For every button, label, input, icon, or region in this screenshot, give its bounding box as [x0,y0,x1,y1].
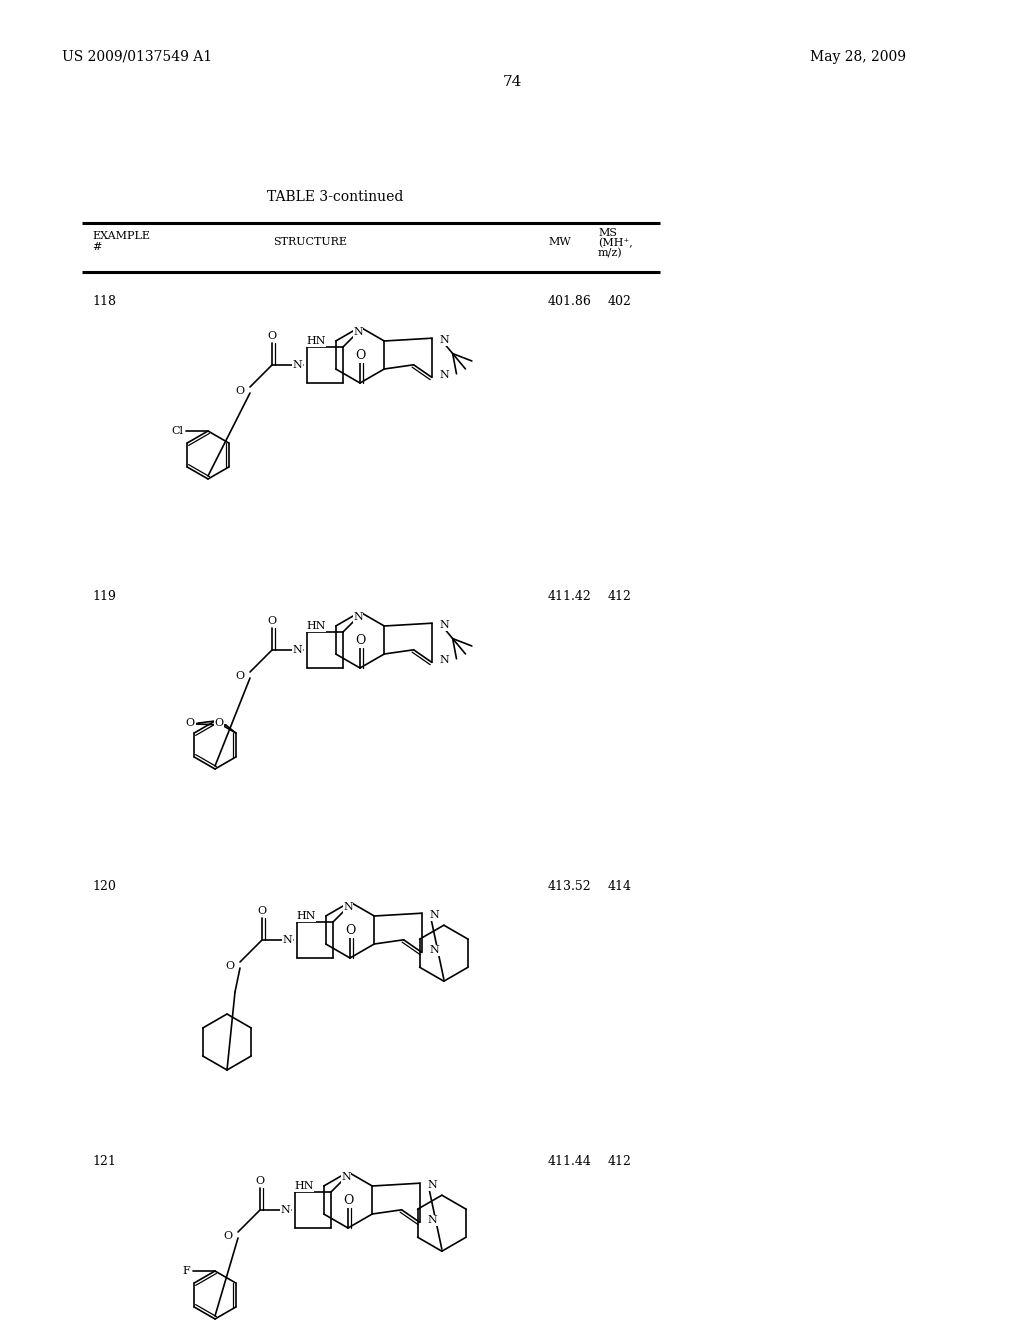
Text: (MH⁺,: (MH⁺, [598,238,633,248]
Text: EXAMPLE: EXAMPLE [92,231,150,242]
Text: 413.52: 413.52 [548,880,592,894]
Text: N: N [440,656,450,665]
Text: N: N [353,327,362,337]
Text: N: N [343,902,353,912]
Text: O: O [354,348,366,362]
Text: N: N [440,620,450,630]
Text: 121: 121 [92,1155,116,1168]
Text: MS: MS [598,228,617,238]
Text: O: O [267,616,276,626]
Text: O: O [234,671,244,681]
Text: m/z): m/z) [598,248,623,259]
Text: 118: 118 [92,294,116,308]
Text: N: N [440,335,450,346]
Text: N: N [440,371,450,380]
Text: 412: 412 [608,1155,632,1168]
Text: STRUCTURE: STRUCTURE [273,238,347,247]
Text: May 28, 2009: May 28, 2009 [810,50,906,63]
Text: O: O [257,906,266,916]
Text: O: O [225,961,234,972]
Text: 414: 414 [608,880,632,894]
Text: HN: HN [306,337,326,346]
Text: 74: 74 [503,75,521,88]
Text: TABLE 3-continued: TABLE 3-continued [267,190,403,205]
Text: O: O [215,718,224,729]
Text: O: O [354,634,366,647]
Text: O: O [255,1176,264,1185]
Text: N: N [341,1172,351,1181]
Text: F: F [182,1266,190,1276]
Text: 402: 402 [608,294,632,308]
Text: N: N [430,911,439,920]
Text: 411.42: 411.42 [548,590,592,603]
Text: O: O [343,1193,353,1206]
Text: 120: 120 [92,880,116,894]
Text: O: O [223,1232,232,1241]
Text: 411.44: 411.44 [548,1155,592,1168]
Text: MW: MW [548,238,570,247]
Text: Cl: Cl [171,426,183,436]
Text: #: # [92,242,101,252]
Text: 401.86: 401.86 [548,294,592,308]
Text: O: O [345,924,355,937]
Text: N: N [283,935,292,945]
Text: HN: HN [306,620,326,631]
Text: N: N [281,1205,290,1214]
Text: N: N [353,612,362,622]
Text: O: O [267,331,276,341]
Text: 119: 119 [92,590,116,603]
Text: O: O [234,385,244,396]
Text: 412: 412 [608,590,632,603]
Text: O: O [186,718,195,729]
Text: N: N [430,945,439,956]
Text: N: N [292,645,302,655]
Text: US 2009/0137549 A1: US 2009/0137549 A1 [62,50,212,63]
Text: N: N [428,1216,437,1225]
Text: N: N [292,360,302,370]
Text: N: N [428,1180,437,1191]
Text: HN: HN [296,911,315,921]
Text: HN: HN [294,1181,313,1191]
